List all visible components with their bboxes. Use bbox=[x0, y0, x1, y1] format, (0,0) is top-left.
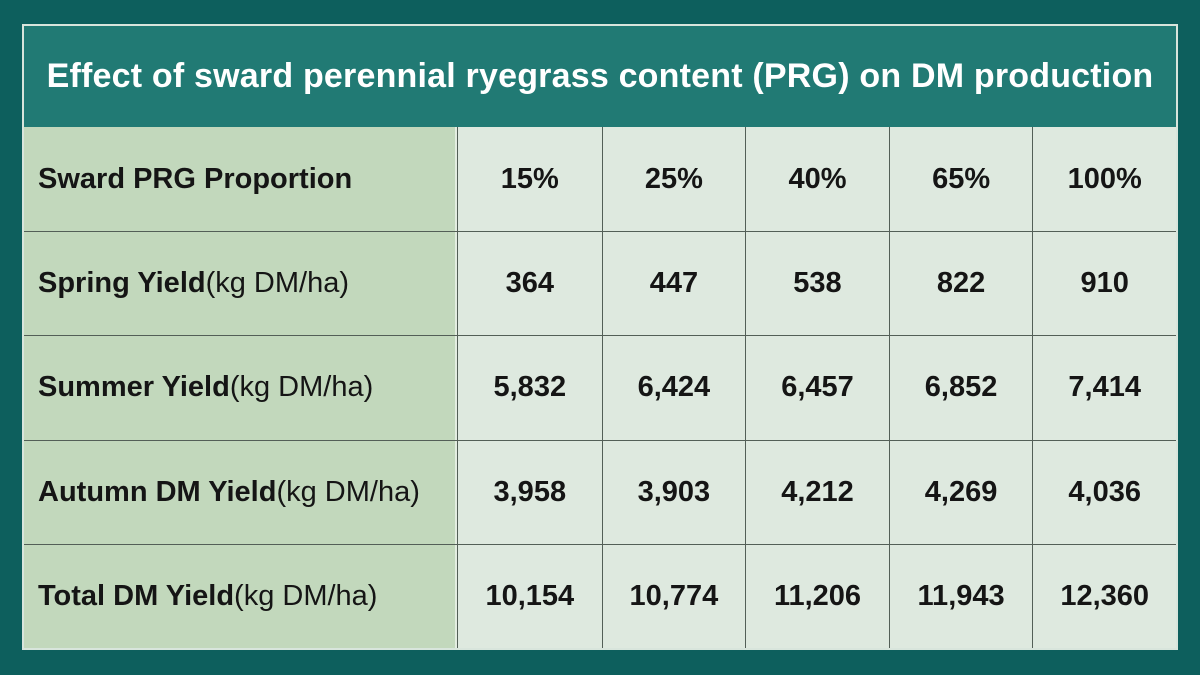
row-label: Sward PRG Proportion bbox=[38, 162, 353, 195]
table-cell-summer-65: 6,852 bbox=[888, 335, 1033, 440]
table-cell-total-15: 10,154 bbox=[458, 543, 602, 648]
table-cell-prg-100: 100% bbox=[1032, 127, 1176, 232]
row-label: Spring Yield bbox=[38, 267, 206, 300]
table-cell-autumn-25: 3,903 bbox=[601, 439, 746, 544]
row-label-unit: (kg DM/ha) bbox=[276, 475, 420, 508]
table-cell-autumn-100: 4,036 bbox=[1032, 439, 1176, 544]
table-cell-total-100: 12,360 bbox=[1032, 543, 1176, 648]
table-cell-summer-25: 6,424 bbox=[601, 335, 746, 440]
row-label-unit: (kg DM/ha) bbox=[205, 267, 350, 300]
table-cell-spring-65: 822 bbox=[888, 231, 1033, 336]
table-cell-spring-15: 364 bbox=[458, 231, 602, 336]
page-title: Effect of sward perennial ryegrass conte… bbox=[46, 57, 1154, 95]
table-cell-prg-65: 65% bbox=[888, 127, 1033, 232]
row-label: Total DM Yield bbox=[38, 579, 235, 612]
row-label: Summer Yield bbox=[38, 371, 230, 404]
table-cell-summer-15: 5,832 bbox=[458, 335, 602, 440]
table-cell-prg-40: 40% bbox=[745, 127, 889, 232]
table-cell-autumn-15: 3,958 bbox=[458, 439, 602, 544]
table-cell-total-65: 11,943 bbox=[888, 543, 1033, 648]
row-header-summer-yield: Summer Yield (kg DM/ha) bbox=[24, 335, 458, 440]
table-cell-total-25: 10,774 bbox=[601, 543, 746, 648]
row-header-sward-prg-proportion: Sward PRG Proportion bbox=[24, 127, 458, 232]
row-label: Autumn DM Yield bbox=[38, 475, 277, 508]
row-header-autumn-dm-yield: Autumn DM Yield (kg DM/ha) bbox=[24, 439, 458, 544]
title-bar: Effect of sward perennial ryegrass conte… bbox=[24, 26, 1176, 127]
row-label-unit: (kg DM/ha) bbox=[234, 579, 378, 612]
table-cell-total-40: 11,206 bbox=[745, 543, 889, 648]
row-header-total-dm-yield: Total DM Yield (kg DM/ha) bbox=[24, 543, 458, 648]
table-cell-autumn-40: 4,212 bbox=[745, 439, 889, 544]
table-cell-spring-100: 910 bbox=[1032, 231, 1176, 336]
infographic-panel: Effect of sward perennial ryegrass conte… bbox=[22, 24, 1178, 650]
table-cell-summer-100: 7,414 bbox=[1032, 335, 1176, 440]
table-cell-prg-15: 15% bbox=[458, 127, 602, 232]
table-cell-prg-25: 25% bbox=[601, 127, 746, 232]
table-cell-spring-25: 447 bbox=[601, 231, 746, 336]
table-cell-autumn-65: 4,269 bbox=[888, 439, 1033, 544]
table-cell-summer-40: 6,457 bbox=[745, 335, 889, 440]
table-cell-spring-40: 538 bbox=[745, 231, 889, 336]
row-label-unit: (kg DM/ha) bbox=[229, 371, 374, 404]
data-table: Sward PRG Proportion 15% 25% 40% 65% 100… bbox=[24, 127, 1176, 648]
row-header-spring-yield: Spring Yield (kg DM/ha) bbox=[24, 231, 458, 336]
